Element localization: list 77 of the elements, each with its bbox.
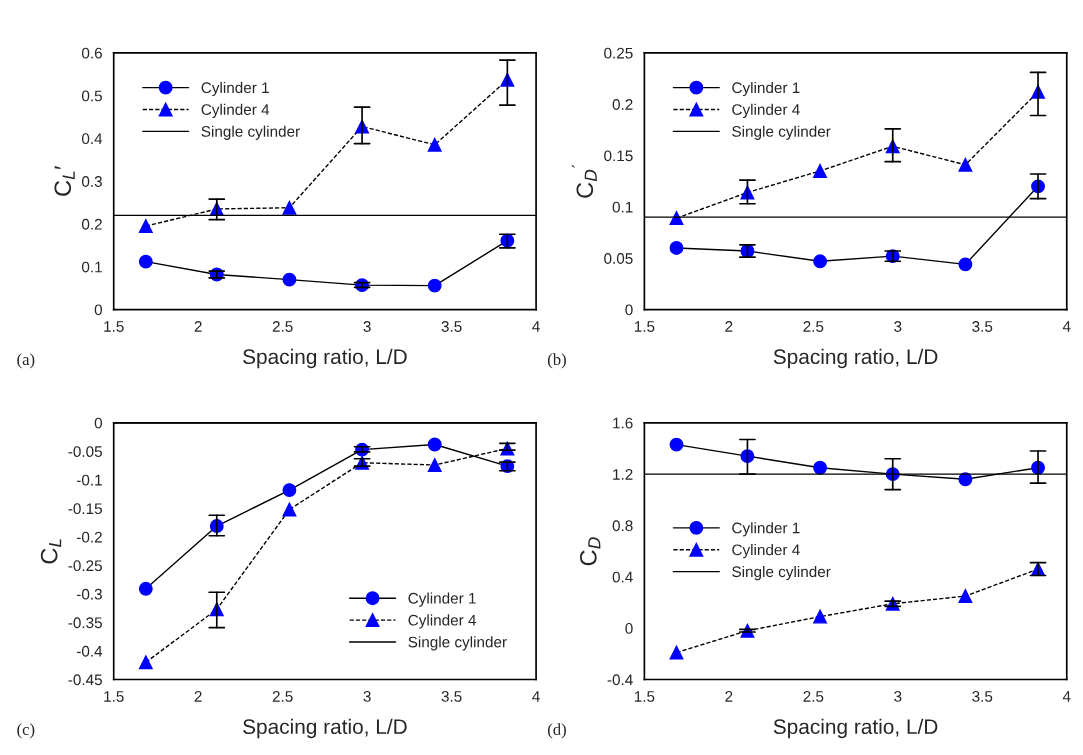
x-tick-label: 2.5 — [803, 321, 824, 332]
text: (d) — [547, 723, 566, 739]
x-tick-label: 2 — [194, 691, 202, 702]
x-tick-label: 3.5 — [972, 691, 993, 702]
x-tick-label: 3.5 — [972, 321, 993, 332]
y-tick-label: -0.35 — [68, 617, 102, 629]
x-tick-label: 1.5 — [104, 321, 124, 332]
y-tick-label: 0.05 — [604, 253, 633, 264]
y-tick-label: 0 — [94, 304, 103, 316]
legend-label: Single cylinder — [732, 565, 831, 581]
x-tick-label: 2.5 — [803, 691, 824, 702]
y-tick-label: 1.6 — [613, 417, 633, 429]
y-tick-label: -0.4 — [76, 645, 103, 657]
y-tick-label: 0.4 — [612, 571, 633, 583]
x-tick-label: 2 — [725, 691, 733, 702]
legend-label: Single cylinder — [408, 636, 507, 651]
y-tick-label: 0 — [625, 623, 633, 634]
legend-label: Cylinder 1 — [201, 81, 269, 97]
x-tick-label: 3 — [894, 691, 902, 702]
y-axis-title: C$_{L}$′ — [54, 165, 75, 196]
x-tick-label: 4 — [1062, 321, 1071, 332]
y-axis-title: C$_{L}$ — [40, 539, 62, 564]
x-tick-label: 4 — [532, 691, 540, 702]
x-tick-label: 4 — [532, 321, 540, 332]
text: (c) — [17, 723, 35, 739]
x-tick-label: 1.5 — [634, 321, 655, 332]
x-tick-label: 2.5 — [272, 321, 293, 332]
x-tick-label: 3 — [363, 321, 371, 332]
x-tick-label: 2 — [725, 321, 733, 332]
y-tick-label: 1.2 — [613, 469, 633, 480]
y-tick-label: 0.8 — [612, 520, 633, 532]
y-tick-label: 0 — [94, 417, 103, 429]
x-axis-title: Spacing ratio, L/D — [243, 348, 407, 369]
y-tick-label: 0.4 — [81, 133, 103, 145]
y-tick-label: 0.6 — [81, 47, 102, 59]
legend-label: Single cylinder — [201, 125, 300, 140]
y-tick-label: 0.15 — [604, 150, 633, 162]
legend-label: Cylinder 4 — [732, 103, 800, 118]
x-tick-label: 1.5 — [634, 691, 655, 702]
y-tick-label: 0.1 — [612, 201, 633, 213]
y-tick-label: 0.3 — [81, 176, 102, 187]
x-axis-title: Spacing ratio, L/D — [773, 718, 938, 739]
y-tick-label: 0 — [625, 304, 633, 316]
y-tick-label: 0.1 — [81, 261, 102, 273]
text: (a) — [17, 353, 35, 369]
x-tick-label: 4 — [1062, 691, 1071, 702]
y-tick-label: 0.5 — [81, 90, 102, 102]
y-tick-label: -0.4 — [607, 674, 633, 686]
x-tick-label: 3 — [363, 691, 371, 702]
legend-label: Cylinder 4 — [201, 103, 270, 118]
legend-label: Cylinder 1 — [732, 81, 800, 97]
x-tick-label: 2.5 — [272, 691, 293, 702]
x-tick-label: 3.5 — [441, 321, 462, 332]
y-axis-title: C$_{D}$$^{′}$ — [571, 164, 597, 198]
legend-label: Cylinder 4 — [732, 544, 800, 559]
y-tick-label: -0.25 — [68, 560, 102, 572]
x-axis-title: Spacing ratio, L/D — [773, 348, 938, 369]
legend-label: Single cylinder — [732, 125, 831, 140]
y-tick-label: 0.2 — [81, 218, 102, 230]
y-tick-label: 0.2 — [612, 99, 633, 110]
y-tick-label: -0.3 — [76, 588, 102, 600]
legend-label: Cylinder 1 — [732, 522, 800, 537]
y-tick-label: -0.45 — [68, 674, 102, 686]
legend-label: Cylinder 1 — [408, 592, 476, 607]
y-axis-title: C$_{D}$ — [579, 537, 601, 566]
y-tick-label: -0.15 — [68, 503, 102, 515]
x-axis-title: Spacing ratio, L/D — [243, 718, 407, 739]
x-tick-label: 3.5 — [441, 691, 462, 702]
y-tick-label: -0.1 — [76, 474, 102, 486]
x-tick-label: 3 — [894, 321, 902, 332]
y-tick-label: -0.05 — [68, 446, 102, 458]
x-tick-label: 2 — [194, 321, 202, 332]
x-tick-label: 1.5 — [104, 691, 124, 702]
y-tick-label: 0.25 — [604, 47, 633, 59]
legend-label: Cylinder 4 — [408, 614, 477, 629]
y-tick-label: -0.2 — [76, 531, 102, 543]
text: (b) — [547, 353, 566, 369]
